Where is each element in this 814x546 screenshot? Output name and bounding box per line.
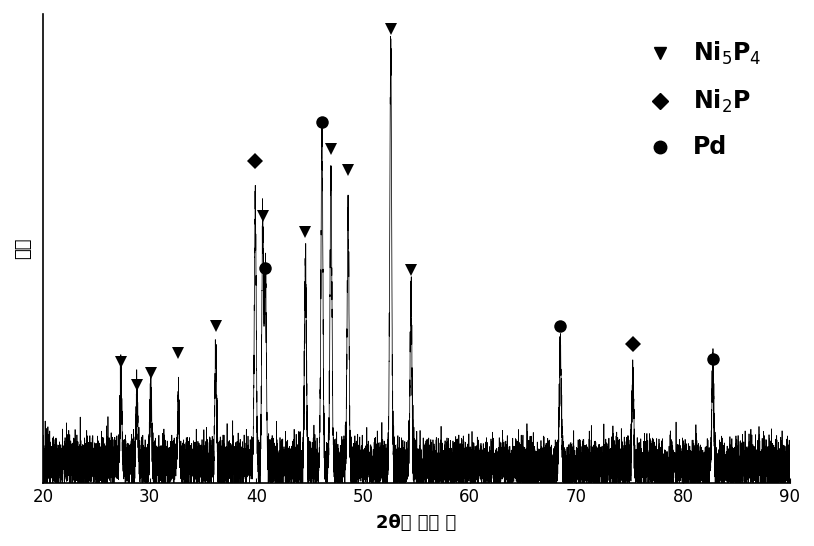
X-axis label: 2θ（ 角度 ）: 2θ（ 角度 ） — [376, 514, 457, 532]
Y-axis label: 强度: 强度 — [14, 238, 32, 259]
Legend: Ni$_5$P$_4$, Ni$_2$P, Pd: Ni$_5$P$_4$, Ni$_2$P, Pd — [628, 29, 772, 170]
